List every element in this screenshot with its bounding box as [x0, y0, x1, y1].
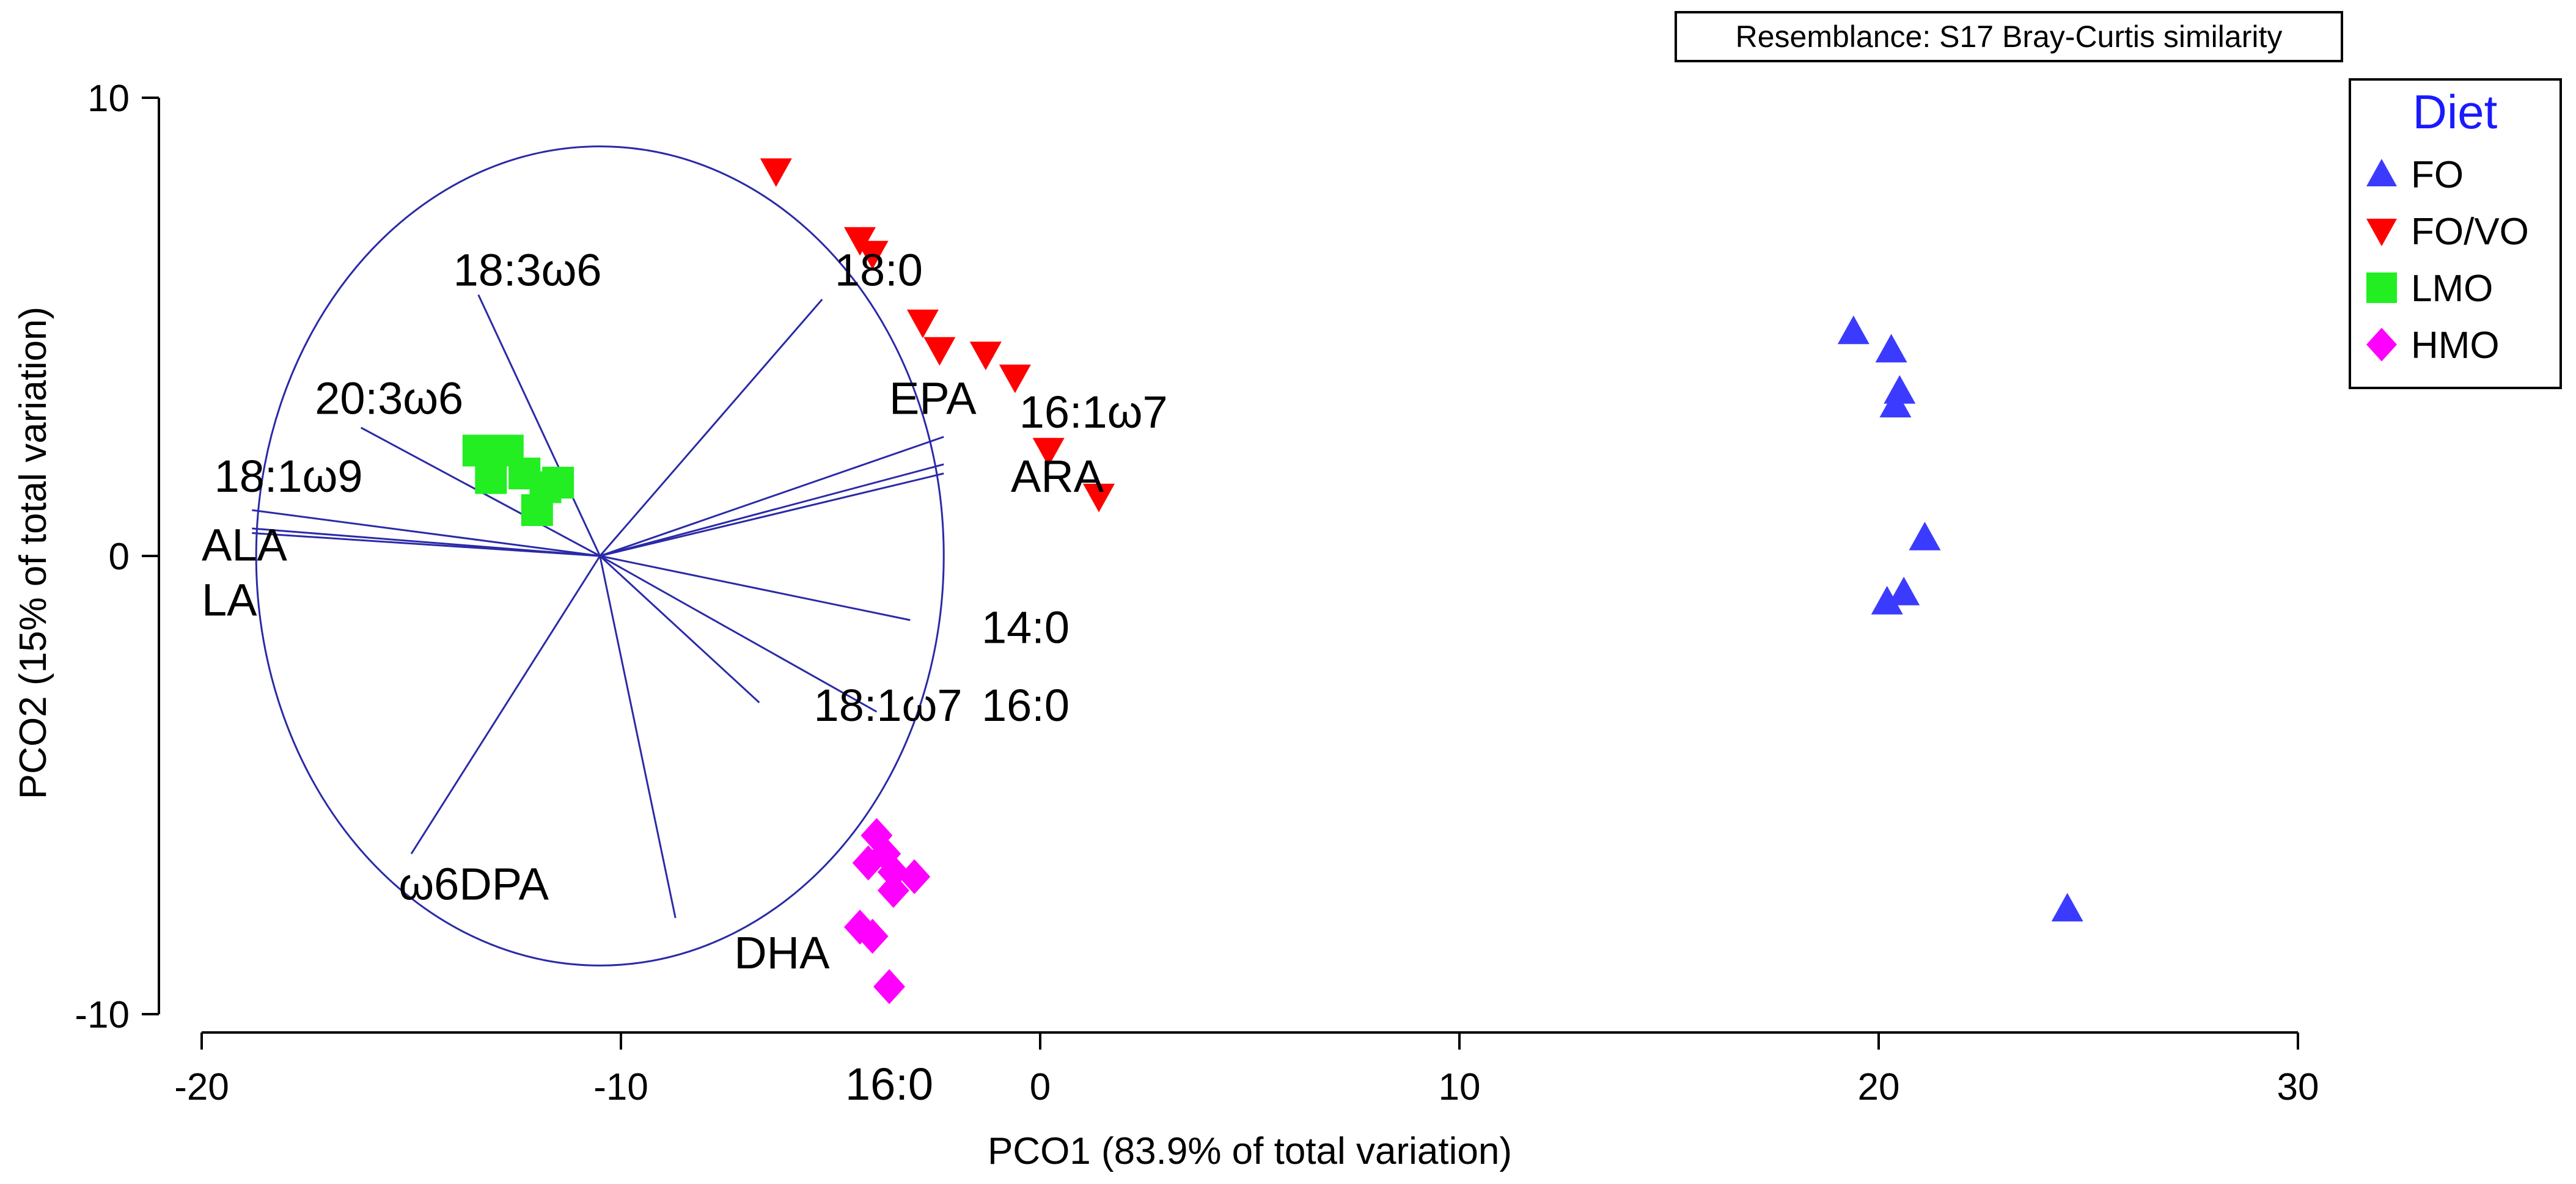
vector-line	[252, 532, 600, 557]
vector-label: 18:1ω9	[215, 451, 363, 502]
data-point-fo-vo	[1083, 483, 1115, 513]
vector-label: 18:0	[835, 245, 923, 296]
data-point-hmo	[898, 859, 931, 894]
data-point-hmo	[844, 909, 876, 945]
data-point-fo-vo	[923, 337, 956, 366]
x-tick-label: 30	[2277, 1066, 2319, 1108]
axes-layer: -20 -10 0 10 20 30 -10 0 10 16:0	[75, 78, 2319, 1109]
data-point-fo-vo	[906, 309, 939, 338]
data-point-fo-vo	[1032, 437, 1065, 467]
data-point-hmo	[877, 872, 909, 908]
x-tick-label: 0	[1030, 1066, 1051, 1108]
data-point-fo-vo	[999, 364, 1031, 393]
data-point-hmo	[873, 969, 906, 1004]
x-tick-label: -10	[593, 1066, 648, 1108]
data-point-lmo	[521, 494, 553, 526]
vector-line	[477, 294, 601, 557]
vector-line	[599, 555, 677, 918]
data-point-fo-vo	[856, 241, 889, 269]
data-point-lmo	[462, 434, 494, 467]
legend-label: LMO	[2411, 268, 2493, 310]
resemblance-box-border	[1675, 11, 2343, 62]
vector-label: 16:0	[982, 680, 1070, 731]
vector-label: 20:3ω6	[315, 373, 463, 424]
data-point-fo	[1909, 522, 1941, 550]
vector-line	[599, 555, 878, 713]
correlation-circle-layer	[255, 145, 945, 967]
data-point-hmo	[852, 845, 884, 881]
vector-line	[599, 299, 823, 557]
data-point-fo	[1888, 577, 1920, 605]
data-point-hmo	[861, 817, 893, 853]
vector-label: 16:1ω7	[1019, 387, 1168, 437]
data-point-fo	[1871, 586, 1903, 615]
legend-entries: FO FO/VO LMO HMO	[2366, 154, 2529, 367]
data-point-hmo	[856, 918, 889, 954]
vector-label: 18:3ω6	[453, 245, 602, 296]
vector-label: EPA	[889, 373, 977, 424]
legend-marker	[2366, 272, 2397, 303]
vector-line	[600, 463, 944, 557]
y-tick-label: -10	[75, 994, 130, 1036]
vector-label: DHA	[734, 927, 830, 978]
legend-label: HMO	[2411, 324, 2500, 367]
stray-x-label: 16:0	[845, 1059, 933, 1109]
point-layer	[462, 158, 2083, 1004]
vector-label: ARA	[1011, 451, 1104, 502]
vector-layer	[252, 294, 944, 918]
data-point-lmo	[542, 467, 574, 499]
legend-marker	[2366, 159, 2397, 186]
y-tick-label: 0	[109, 536, 130, 578]
x-tick-label: -20	[174, 1066, 229, 1108]
correlation-circle	[255, 145, 945, 967]
vector-label: 14:0	[982, 602, 1070, 653]
resemblance-note: Resemblance: S17 Bray-Curtis similarity	[1736, 20, 2283, 54]
y-axis-title: PCO2 (15% of total variation)	[12, 307, 54, 799]
data-point-fo	[1879, 389, 1912, 418]
x-tick-label: 10	[1439, 1066, 1481, 1108]
y-tick-label: 10	[87, 78, 130, 120]
legend-label: FO/VO	[2411, 211, 2529, 253]
data-point-lmo	[475, 462, 507, 494]
vector-label: ω6DPA	[398, 859, 549, 910]
vector-label: LA	[202, 575, 257, 626]
data-point-fo	[2051, 893, 2083, 922]
data-point-fo-vo	[760, 158, 792, 187]
legend-marker	[2366, 327, 2397, 362]
data-point-hmo	[877, 854, 909, 890]
legend-title: Diet	[2413, 85, 2498, 139]
legend-label: FO	[2411, 154, 2464, 196]
vector-label: ALA	[202, 520, 288, 571]
vector-label: 18:1ω7	[814, 680, 963, 731]
data-point-fo-vo	[969, 342, 1002, 370]
legend-marker	[2366, 219, 2397, 246]
vector-line	[252, 509, 600, 557]
vector-line	[599, 555, 760, 704]
vector-line	[410, 555, 601, 855]
data-point-fo	[1837, 315, 1870, 345]
vector-line	[600, 555, 911, 621]
x-tick-label: 20	[1858, 1066, 1900, 1108]
vector-line	[600, 472, 944, 557]
resemblance-box: Resemblance: S17 Bray-Curtis similarity	[1675, 11, 2343, 62]
data-point-fo	[1875, 334, 1907, 363]
data-point-hmo	[869, 836, 901, 872]
legend: Diet FO FO/VO LMO HMO	[2349, 78, 2562, 389]
x-axis-title: PCO1 (83.9% of total variation)	[988, 1130, 1512, 1172]
vector-line	[600, 436, 944, 557]
